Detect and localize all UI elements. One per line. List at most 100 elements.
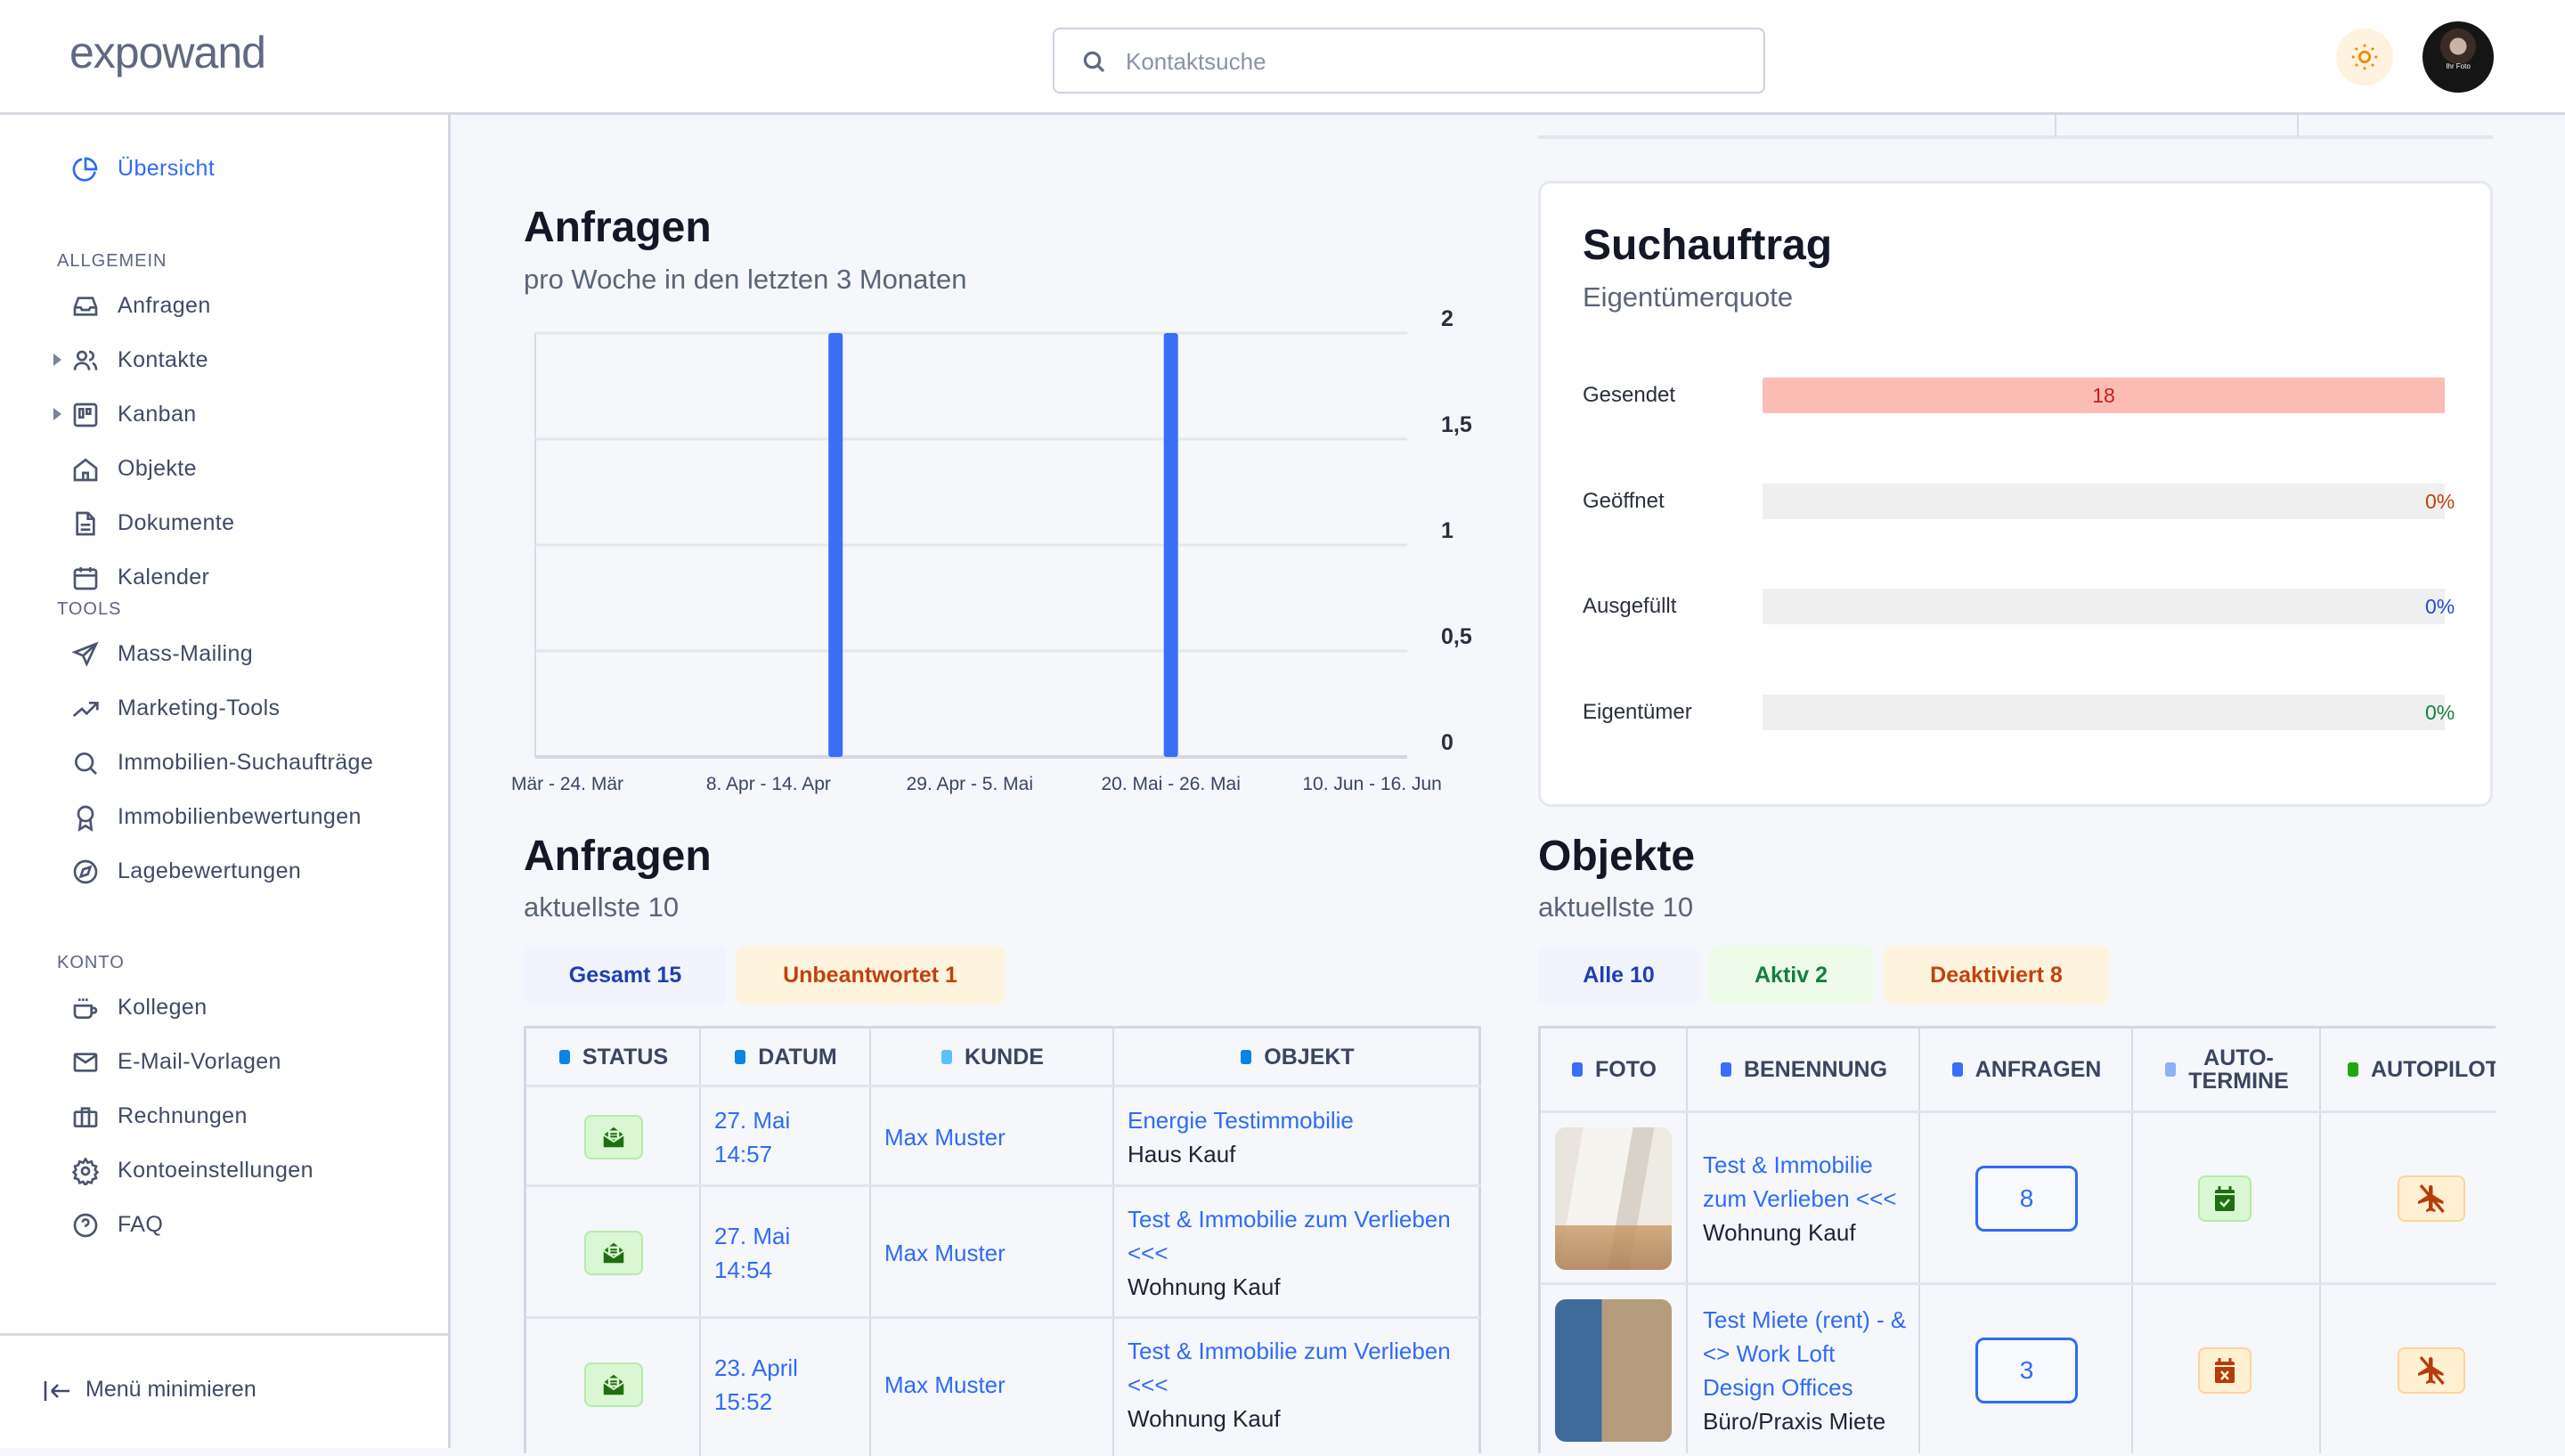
chart-title: Anfragen [524,204,712,251]
sidebar-item-rechnungen[interactable]: Rechnungen [0,1094,445,1138]
help-circle-icon [73,1213,98,1238]
sidebar-item-label: FAQ [118,1211,164,1237]
sidebar-item-immobilienbewertungen[interactable]: Immobilienbewertungen [0,794,445,839]
avatar[interactable]: Ihr Foto [2422,21,2494,93]
customer-link[interactable]: Max Muster [884,1240,1006,1266]
sidebar-section-title: TOOLS [57,599,122,619]
sidebar-item-lagebewertungen[interactable]: Lagebewertungen [0,849,445,893]
autopilot-toggle[interactable] [2398,1175,2465,1222]
auto-termine-toggle[interactable] [2198,1175,2252,1222]
sidebar-item-marketing-tools[interactable]: Marketing-Tools [0,686,445,730]
object-link[interactable]: Test & Immobilie zum Verlieben <<< [1128,1206,1451,1266]
column-header[interactable]: AUTO- TERMINE [2133,1029,2321,1110]
time: 15:52 [714,1388,773,1415]
column-header[interactable]: KUNDE [871,1029,1114,1085]
column-header[interactable]: OBJEKT [1114,1029,1481,1085]
sidebar-item-kalender[interactable]: Kalender [0,555,445,599]
sidebar-item-label: Mass-Mailing [118,640,254,666]
date-link[interactable]: 23. April 15:52 [714,1351,798,1419]
tab-aktiv[interactable]: Aktiv 2 [1708,946,1874,1005]
sidebar-item-mass-mailing[interactable]: Mass-Mailing [0,631,445,676]
y-tick-label: 1,5 [1441,412,1472,437]
column-header[interactable]: ANFRAGEN [1920,1029,2133,1110]
sidebar-item-label: Immobilienbewertungen [118,803,362,829]
sidebar-item-faq[interactable]: FAQ [0,1202,445,1247]
logo[interactable]: expowand [69,28,266,77]
object-link[interactable]: Test & Immobilie zum Verlieben <<< [1703,1151,1897,1212]
x-tick-label: Mär - 24. Mär [511,774,623,794]
divider [1686,1029,1688,1453]
inquiry-count-button[interactable]: 3 [1975,1338,2078,1403]
tab-alle[interactable]: Alle 10 [1538,946,1699,1005]
x-tick-label: 29. Apr - 5. Mai [907,774,1033,794]
column-header[interactable]: FOTO [1541,1029,1688,1110]
tab-unbeantwortet[interactable]: Unbeantwortet 1 [736,946,1005,1005]
sidebar-item-kanban[interactable]: Kanban [0,392,445,436]
inquiry-count-button[interactable]: 8 [1975,1166,2078,1232]
column-header[interactable]: AUTOPILOT [2321,1029,2496,1110]
customer-link[interactable]: Max Muster [884,1371,1006,1398]
column-dot-icon [735,1049,746,1064]
column-dot-icon [1720,1062,1731,1077]
object-cell: Energie Testimmobilie Haus Kauf [1128,1103,1475,1171]
column-header[interactable]: DATUM [701,1029,871,1085]
bar [1163,333,1178,757]
column-header-label: FOTO [1595,1057,1657,1082]
expand-caret-icon[interactable] [53,354,61,366]
minimize-menu-button[interactable]: Menü minimieren [0,1333,448,1448]
property-photo[interactable] [1555,1127,1672,1270]
divider [1541,1282,2496,1285]
contact-search[interactable] [1053,28,1765,94]
theme-toggle-button[interactable] [2336,28,2393,85]
card-title: Suchauftrag [1583,222,1833,269]
sidebar-item-e-mail-vorlagen[interactable]: E-Mail-Vorlagen [0,1039,445,1084]
sidebar-item-label: Kanban [118,401,197,427]
status-badge[interactable] [584,1362,643,1407]
object-link[interactable]: Test Miete (rent) - & <> Work Loft Desig… [1703,1306,1907,1401]
search-input[interactable] [1126,44,1731,79]
quota-label: Ausgefüllt [1583,594,1677,618]
mail-icon [73,1053,98,1072]
column-header-label: DATUM [758,1044,837,1070]
object-link[interactable]: Test & Immobilie zum Verlieben <<< [1128,1338,1451,1398]
object-type: Wohnung Kauf [1703,1219,1856,1246]
customer-link[interactable]: Max Muster [884,1124,1006,1151]
column-dot-icon [558,1049,570,1064]
sidebar-item-dokumente[interactable]: Dokumente [0,500,445,545]
search-order-card: Suchauftrag Eigentümerquote Gesendet 18 Ge… [1538,181,2493,807]
floor [1555,1225,1672,1270]
tab-gesamt[interactable]: Gesamt 15 [524,946,727,1005]
sidebar-item-kontakte[interactable]: Kontakte [0,338,445,382]
column-header[interactable]: STATUS [526,1029,701,1085]
object-link[interactable]: Energie Testimmobilie [1128,1107,1354,1134]
objects-title: Objekte [1538,833,1696,880]
y-tick-label: 0 [1441,730,1454,755]
autopilot-off-icon [2418,1355,2445,1386]
sidebar-item-kontoeinstellungen[interactable]: Kontoeinstellungen [0,1148,445,1192]
status-badge[interactable] [584,1231,643,1275]
divider [526,1085,1481,1087]
sidebar-item-label: Marketing-Tools [118,695,281,720]
divider [699,1029,701,1456]
sidebar: Übersicht ALLGEMEIN Anfragen Kontakte Kanba… [0,115,451,1448]
tab-deaktiviert[interactable]: Deaktiviert 8 [1884,946,2109,1005]
sidebar-item-anfragen[interactable]: Anfragen [0,283,445,328]
column-header-label: STATUS [582,1044,669,1070]
column-dot-icon [941,1049,953,1064]
status-badge[interactable] [584,1115,643,1159]
auto-termine-toggle[interactable] [2198,1347,2252,1394]
sidebar-item-uebersicht[interactable]: Übersicht [0,146,445,191]
column-header[interactable]: BENENNUNG [1688,1029,1920,1110]
objects-table: FOTO BENENNUNG ANFRAGEN AUTO- TERMINE AUTOPI… [1538,1026,2496,1453]
autopilot-toggle[interactable] [2398,1347,2465,1394]
divider [1112,1029,1114,1456]
property-photo[interactable] [1555,1299,1672,1442]
sidebar-item-immobilien-suchaufträge[interactable]: Immobilien-Suchaufträge [0,740,445,785]
column-header-label: AUTOPILOT [2371,1057,2496,1082]
y-tick-label: 1 [1441,518,1454,543]
sidebar-item-objekte[interactable]: Objekte [0,446,445,491]
sidebar-item-kollegen[interactable]: Kollegen [0,985,445,1029]
date-link[interactable]: 27. Mai 14:54 [714,1219,790,1287]
expand-caret-icon[interactable] [53,408,61,420]
date-link[interactable]: 27. Mai 14:57 [714,1103,790,1171]
